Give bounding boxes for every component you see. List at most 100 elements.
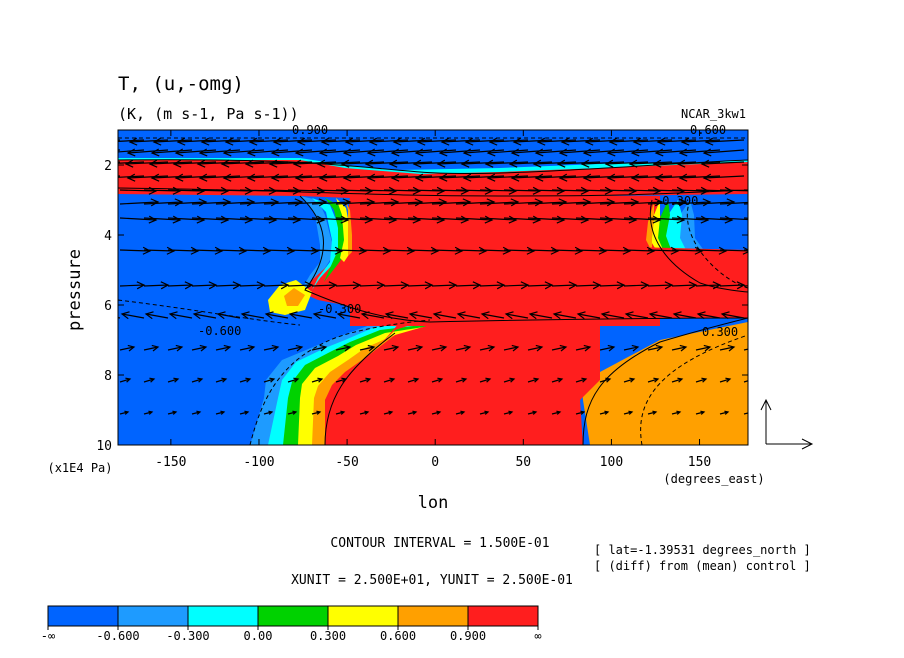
- wind-vector: [479, 344, 496, 352]
- y-tick-label: 6: [104, 299, 112, 314]
- contour-line-positive: [324, 332, 396, 445]
- chart-title: T, (u,-omg): [118, 73, 244, 95]
- plot-area: [118, 130, 748, 445]
- x-tick-label: -100: [243, 455, 274, 470]
- wind-vector: [743, 189, 748, 191]
- wind-vector: [582, 173, 625, 182]
- y-tick-label: 2: [104, 159, 112, 174]
- colorbar-label: -0.600: [96, 629, 139, 643]
- field-east-positive: [560, 245, 748, 322]
- wind-vector: [342, 148, 385, 157]
- wind-vector: [167, 186, 206, 195]
- wind-vector: [248, 137, 289, 146]
- wind-vector: [486, 148, 529, 157]
- wind-vector: [407, 344, 424, 352]
- wind-vector: [582, 148, 625, 157]
- wind-vector: [647, 377, 660, 383]
- wind-vector: [695, 246, 728, 255]
- wind-vector: [118, 149, 121, 151]
- wind-vector: [648, 311, 673, 320]
- wind-vector: [512, 137, 553, 146]
- wind-vector: [431, 186, 470, 195]
- wind-vector: [215, 410, 226, 415]
- wind-vector: [551, 344, 568, 352]
- wind-vector: [551, 215, 590, 224]
- x-unit-label: (degrees_east): [663, 472, 764, 486]
- band-top-negative: [118, 130, 748, 138]
- wind-vector: [124, 159, 169, 168]
- wind-vector: [606, 173, 649, 182]
- wind-vector: [383, 186, 422, 195]
- wind-vector: [536, 137, 577, 146]
- wind-vector: [198, 173, 241, 182]
- wind-vector: [551, 186, 590, 195]
- wind-vector: [671, 246, 704, 255]
- wind-vector: [120, 311, 145, 320]
- wind-vector: [412, 159, 457, 168]
- wind-vector: [263, 281, 290, 290]
- wind-vector: [126, 173, 169, 182]
- wind-vector: [191, 410, 202, 415]
- wind-vector: [174, 173, 217, 182]
- wind-vector: [462, 173, 505, 182]
- wind-vector: [118, 149, 145, 153]
- wind-vector: [438, 148, 481, 157]
- wind-vector: [316, 159, 361, 168]
- wind-vector: [359, 186, 398, 195]
- wind-vector: [623, 215, 662, 224]
- wind-vector: [335, 198, 376, 207]
- wind-vector: [647, 344, 664, 352]
- contour-line-negative: [686, 199, 748, 289]
- wind-vector: [408, 311, 433, 320]
- band-lower-east-5: [582, 322, 748, 445]
- wind-vector: [287, 246, 320, 255]
- wind-vector: [239, 198, 280, 207]
- wind-vector: [510, 173, 553, 182]
- contour-label: 0.900: [292, 123, 328, 137]
- wind-vector: [743, 380, 748, 383]
- wind-vector: [167, 246, 200, 255]
- wind-vector: [695, 215, 734, 224]
- wind-vector: [220, 159, 265, 168]
- wind-vector: [340, 159, 385, 168]
- wind-vector: [359, 198, 400, 207]
- contour-label: 0.300: [702, 325, 738, 339]
- wind-vector: [246, 148, 289, 157]
- wind-vector: [364, 159, 409, 168]
- wind-vector: [143, 377, 156, 383]
- wind-vector: [527, 246, 560, 255]
- wind-vector: [263, 410, 274, 415]
- contour-line-positive: [582, 317, 748, 445]
- wind-vector: [268, 159, 313, 168]
- wind-vector: [551, 377, 564, 383]
- vector-unit-text: XUNIT = 2.500E+01, YUNIT = 2.500E-01: [291, 573, 573, 588]
- y-tick-label: 8: [104, 369, 112, 384]
- wind-vector: [604, 159, 649, 168]
- wind-vector: [407, 186, 446, 195]
- wind-vector: [719, 201, 748, 205]
- wind-vector: [556, 159, 601, 168]
- wind-vector: [294, 148, 337, 157]
- wind-vector: [167, 215, 206, 224]
- wind-vector: [719, 246, 748, 255]
- wind-vector: [222, 173, 265, 182]
- wind-vector: [743, 412, 748, 415]
- wind-vector: [246, 173, 289, 182]
- wind-vector: [311, 281, 338, 290]
- wind-vector: [720, 311, 745, 320]
- wind-vector: [671, 344, 688, 352]
- wind-vector: [504, 311, 529, 320]
- wind-vector: [438, 173, 481, 182]
- wind-vector: [695, 344, 712, 352]
- wind-vector: [143, 186, 182, 195]
- wind-vector: [479, 410, 490, 415]
- band-upper-east-3: [656, 200, 700, 283]
- wind-vector: [623, 198, 664, 207]
- wind-vector: [144, 311, 169, 320]
- wind-vector: [503, 377, 516, 383]
- wind-vector: [719, 344, 736, 352]
- x-tick-label: -150: [155, 455, 186, 470]
- wind-vector: [623, 377, 636, 383]
- wind-vector: [172, 159, 217, 168]
- wind-vector: [366, 173, 409, 182]
